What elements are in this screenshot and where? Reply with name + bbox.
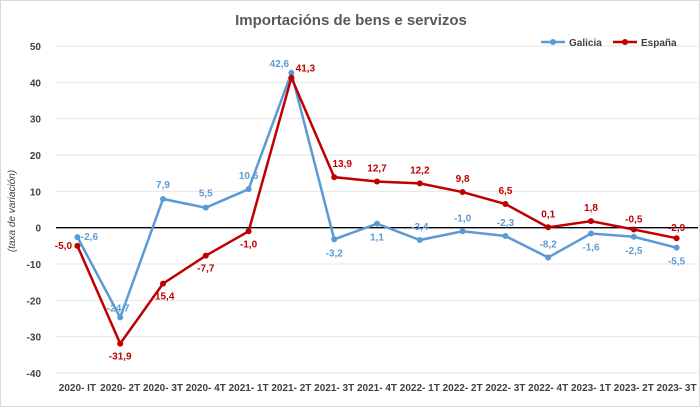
y-tick-label: -30 bbox=[27, 333, 42, 344]
data-label: 12,2 bbox=[410, 165, 430, 176]
x-tick-label: 2020- IT bbox=[59, 383, 96, 394]
y-tick-label: 20 bbox=[30, 151, 42, 162]
data-point bbox=[288, 69, 295, 76]
legend-entry: España bbox=[641, 38, 677, 49]
data-label: 9,8 bbox=[456, 174, 470, 185]
x-tick-label: 2021- 2T bbox=[271, 383, 311, 394]
data-point bbox=[245, 228, 252, 235]
data-label: -5,0 bbox=[55, 241, 73, 252]
x-tick-label: 2023- 3T bbox=[657, 383, 697, 394]
x-tick-label: 2022- 3T bbox=[485, 383, 525, 394]
y-tick-label: 50 bbox=[30, 42, 42, 53]
data-point bbox=[117, 314, 124, 321]
x-tick-label: 2023- 1T bbox=[571, 383, 611, 394]
data-point bbox=[459, 228, 466, 235]
data-label: 1,8 bbox=[584, 203, 598, 214]
legend-entry: Galicia bbox=[569, 38, 602, 49]
data-point bbox=[160, 195, 166, 202]
data-point bbox=[245, 186, 252, 193]
x-tick-label: 2021- 3T bbox=[314, 383, 354, 394]
data-point bbox=[374, 220, 380, 227]
data-point bbox=[673, 244, 680, 251]
x-tick-label: 2020- 3T bbox=[143, 383, 183, 394]
x-tick-label: 2022- 1T bbox=[400, 383, 440, 394]
x-tick-label: 2021- 4T bbox=[357, 383, 397, 394]
y-tick-label: 30 bbox=[30, 115, 42, 126]
data-label: 0,1 bbox=[541, 209, 555, 220]
data-point bbox=[117, 340, 124, 347]
x-tick-label: 2022- 4T bbox=[528, 383, 568, 394]
data-point bbox=[416, 237, 423, 244]
data-point bbox=[74, 234, 81, 241]
data-point bbox=[502, 233, 509, 240]
data-label: -24,7 bbox=[107, 303, 130, 314]
data-point bbox=[545, 254, 552, 261]
y-tick-label: 0 bbox=[35, 224, 41, 235]
data-point bbox=[673, 235, 680, 242]
data-label: 1,1 bbox=[370, 233, 384, 244]
data-label: 5,5 bbox=[199, 189, 213, 200]
data-label: -2,6 bbox=[81, 232, 99, 243]
data-label: 6,5 bbox=[498, 186, 512, 197]
data-label: 7,9 bbox=[156, 180, 170, 191]
data-label: 10,6 bbox=[239, 171, 259, 182]
data-label: -7,7 bbox=[197, 264, 215, 275]
legend-marker bbox=[550, 39, 556, 45]
data-label: 42,6 bbox=[270, 59, 290, 70]
data-label: -0,5 bbox=[625, 214, 643, 225]
data-point bbox=[502, 201, 509, 208]
data-label: -3,2 bbox=[326, 248, 344, 259]
data-point bbox=[331, 174, 338, 181]
data-point bbox=[416, 180, 423, 187]
data-point bbox=[74, 242, 81, 249]
x-tick-label: 2022- 2T bbox=[443, 383, 483, 394]
data-point bbox=[331, 236, 338, 243]
data-label: -2,3 bbox=[497, 218, 515, 229]
y-tick-label: -40 bbox=[27, 369, 42, 380]
legend-marker bbox=[622, 39, 628, 45]
data-point bbox=[588, 230, 594, 237]
data-label: -15,4 bbox=[152, 292, 175, 303]
data-point bbox=[160, 280, 166, 287]
data-point bbox=[630, 233, 637, 240]
chart-title: Importacións de bens e servizos bbox=[235, 12, 467, 29]
data-label: 13,9 bbox=[332, 159, 352, 170]
data-label: -3,4 bbox=[411, 222, 429, 233]
data-label: -2,9 bbox=[668, 223, 686, 234]
data-point bbox=[202, 252, 209, 259]
data-label: -1,0 bbox=[240, 239, 258, 250]
x-tick-label: 2020- 4T bbox=[186, 383, 226, 394]
data-label: -31,9 bbox=[109, 352, 132, 363]
y-tick-label: -10 bbox=[27, 260, 42, 271]
data-label: -5,5 bbox=[668, 257, 686, 268]
data-label: 41,3 bbox=[296, 64, 316, 75]
data-label: -1,6 bbox=[582, 242, 600, 253]
data-label: -1,0 bbox=[454, 213, 472, 224]
data-label: -8,2 bbox=[540, 239, 558, 250]
data-point bbox=[630, 226, 637, 233]
y-tick-label: 40 bbox=[30, 78, 42, 89]
y-tick-label: -20 bbox=[27, 296, 42, 307]
data-point bbox=[588, 218, 594, 225]
data-point bbox=[459, 189, 466, 196]
data-point bbox=[202, 204, 209, 211]
x-tick-label: 2021- 1T bbox=[229, 383, 269, 394]
data-label: 12,7 bbox=[367, 164, 387, 175]
y-tick-label: 10 bbox=[30, 187, 42, 198]
x-tick-label: 2020- 2T bbox=[100, 383, 140, 394]
data-point bbox=[545, 224, 552, 231]
data-point bbox=[374, 178, 380, 185]
y-axis-label: (taxa de variación) bbox=[7, 170, 18, 252]
data-label: -2,5 bbox=[625, 246, 643, 257]
x-tick-label: 2023- 2T bbox=[614, 383, 654, 394]
data-point bbox=[288, 74, 295, 81]
